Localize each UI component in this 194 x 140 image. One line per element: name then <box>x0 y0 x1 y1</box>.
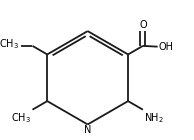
Text: NH$_2$: NH$_2$ <box>144 111 164 125</box>
Text: N: N <box>84 125 91 135</box>
Text: CH$_3$: CH$_3$ <box>0 37 19 51</box>
Text: OH: OH <box>158 42 173 52</box>
Text: O: O <box>139 20 147 30</box>
Text: CH$_3$: CH$_3$ <box>11 111 31 125</box>
